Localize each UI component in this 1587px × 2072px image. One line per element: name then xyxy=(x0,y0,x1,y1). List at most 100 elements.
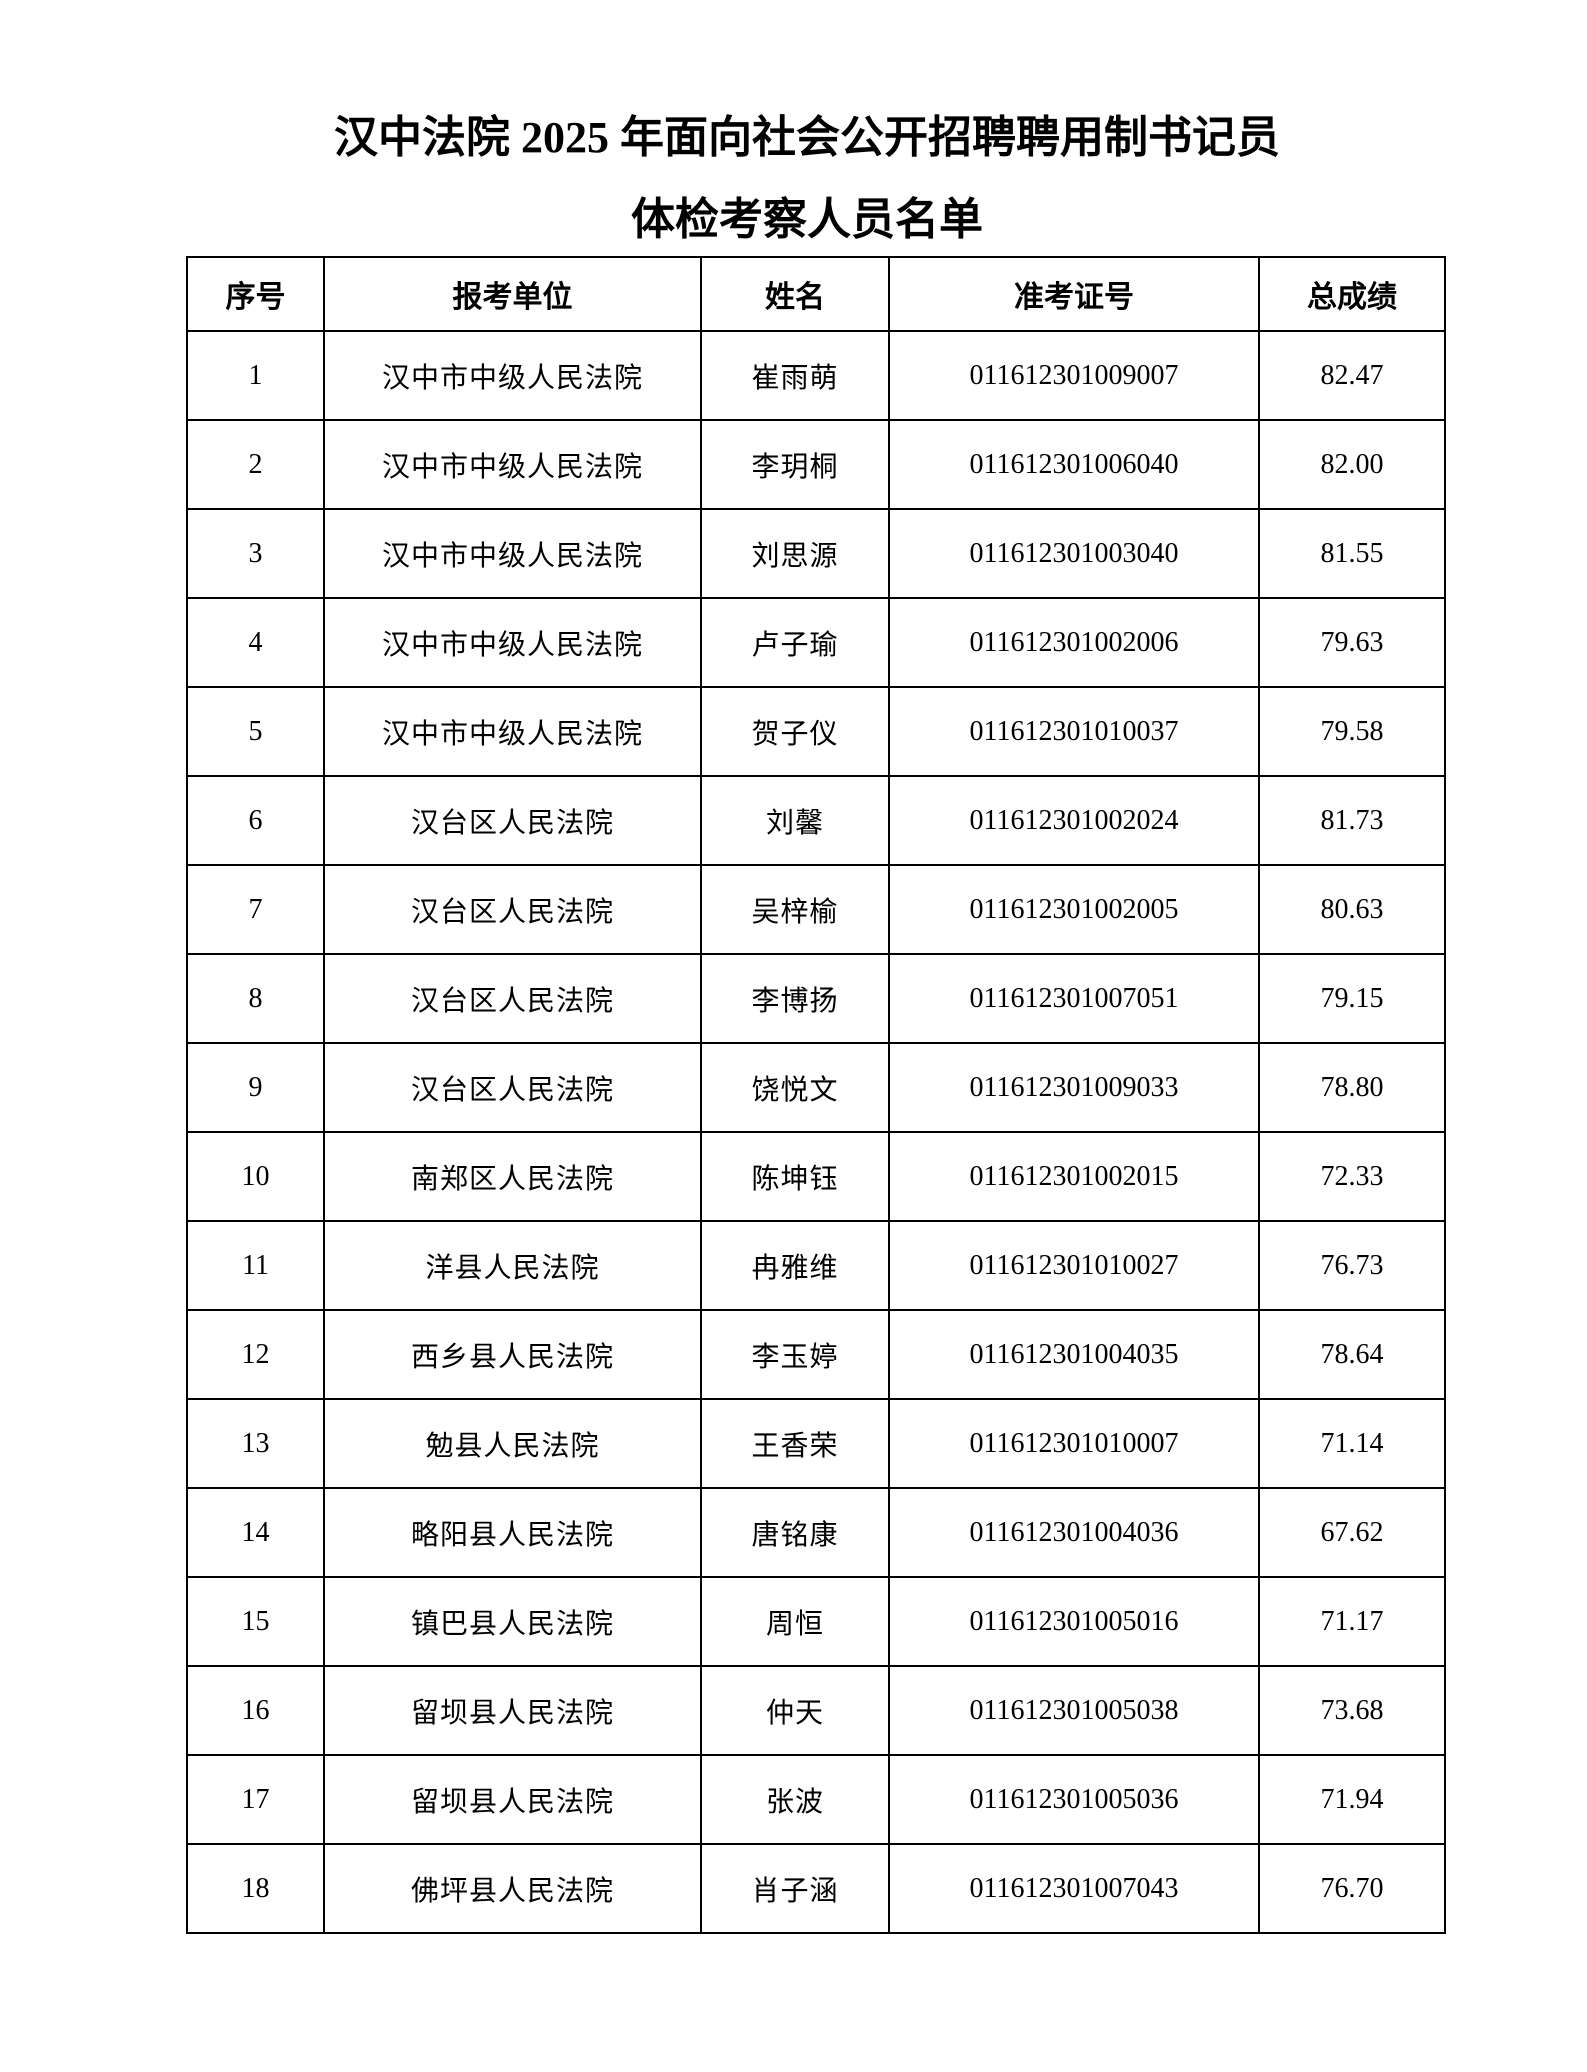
cell-unit: 略阳县人民法院 xyxy=(323,1487,702,1578)
cell-name: 饶悦文 xyxy=(700,1042,890,1133)
cell-unit: 汉中市中级人民法院 xyxy=(323,508,702,599)
cell-name: 肖子涵 xyxy=(700,1843,890,1934)
cell-name: 刘思源 xyxy=(700,508,890,599)
cell-unit: 南郑区人民法院 xyxy=(323,1131,702,1222)
cell-index: 16 xyxy=(186,1665,325,1756)
cell-index: 1 xyxy=(186,330,325,421)
cell-unit: 汉台区人民法院 xyxy=(323,864,702,955)
cell-score: 79.63 xyxy=(1258,597,1446,688)
cell-score: 76.73 xyxy=(1258,1220,1446,1311)
cell-name: 张波 xyxy=(700,1754,890,1845)
cell-name: 李博扬 xyxy=(700,953,890,1044)
header-cell-index: 序号 xyxy=(186,256,325,332)
table-row: 17 留坝县人民法院 张波 011612301005036 71.94 xyxy=(186,1754,1446,1845)
table-row: 16 留坝县人民法院 仲天 011612301005038 73.68 xyxy=(186,1665,1446,1756)
cell-unit: 汉中市中级人民法院 xyxy=(323,330,702,421)
cell-unit: 佛坪县人民法院 xyxy=(323,1843,702,1934)
cell-ticket: 011612301009007 xyxy=(888,330,1260,421)
table-row: 8 汉台区人民法院 李博扬 011612301007051 79.15 xyxy=(186,953,1446,1044)
cell-unit: 汉中市中级人民法院 xyxy=(323,597,702,688)
cell-ticket: 011612301004036 xyxy=(888,1487,1260,1578)
cell-index: 12 xyxy=(186,1309,325,1400)
cell-index: 4 xyxy=(186,597,325,688)
cell-ticket: 011612301002024 xyxy=(888,775,1260,866)
table-row: 6 汉台区人民法院 刘馨 011612301002024 81.73 xyxy=(186,775,1446,866)
cell-ticket: 011612301009033 xyxy=(888,1042,1260,1133)
table-row: 2 汉中市中级人民法院 李玥桐 011612301006040 82.00 xyxy=(186,419,1446,510)
roster-table: 序号 报考单位 姓名 准考证号 总成绩 1 汉中市中级人民法院 崔雨萌 0116… xyxy=(186,256,1446,1934)
cell-name: 吴梓榆 xyxy=(700,864,890,955)
cell-score: 73.68 xyxy=(1258,1665,1446,1756)
cell-score: 71.14 xyxy=(1258,1398,1446,1489)
header-cell-name: 姓名 xyxy=(700,256,890,332)
cell-index: 2 xyxy=(186,419,325,510)
cell-name: 李玥桐 xyxy=(700,419,890,510)
table-row: 15 镇巴县人民法院 周恒 011612301005016 71.17 xyxy=(186,1576,1446,1667)
cell-index: 3 xyxy=(186,508,325,599)
cell-score: 72.33 xyxy=(1258,1131,1446,1222)
cell-name: 仲天 xyxy=(700,1665,890,1756)
cell-unit: 勉县人民法院 xyxy=(323,1398,702,1489)
cell-name: 李玉婷 xyxy=(700,1309,890,1400)
cell-unit: 留坝县人民法院 xyxy=(323,1754,702,1845)
header-cell-unit: 报考单位 xyxy=(323,256,702,332)
cell-score: 78.80 xyxy=(1258,1042,1446,1133)
cell-score: 76.70 xyxy=(1258,1843,1446,1934)
cell-ticket: 011612301005038 xyxy=(888,1665,1260,1756)
table-row: 3 汉中市中级人民法院 刘思源 011612301003040 81.55 xyxy=(186,508,1446,599)
document-title-block: 汉中法院 2025 年面向社会公开招聘聘用制书记员 体检考察人员名单 xyxy=(170,0,1444,242)
cell-score: 71.94 xyxy=(1258,1754,1446,1845)
cell-ticket: 011612301005036 xyxy=(888,1754,1260,1845)
table-row: 13 勉县人民法院 王香荣 011612301010007 71.14 xyxy=(186,1398,1446,1489)
table-body: 1 汉中市中级人民法院 崔雨萌 011612301009007 82.47 2 … xyxy=(186,330,1446,1934)
cell-name: 王香荣 xyxy=(700,1398,890,1489)
cell-ticket: 011612301002006 xyxy=(888,597,1260,688)
cell-score: 67.62 xyxy=(1258,1487,1446,1578)
cell-unit: 西乡县人民法院 xyxy=(323,1309,702,1400)
cell-unit: 汉台区人民法院 xyxy=(323,775,702,866)
table-row: 14 略阳县人民法院 唐铭康 011612301004036 67.62 xyxy=(186,1487,1446,1578)
cell-unit: 汉台区人民法院 xyxy=(323,953,702,1044)
cell-score: 81.73 xyxy=(1258,775,1446,866)
header-cell-ticket: 准考证号 xyxy=(888,256,1260,332)
cell-unit: 汉台区人民法院 xyxy=(323,1042,702,1133)
cell-index: 14 xyxy=(186,1487,325,1578)
cell-name: 卢子瑜 xyxy=(700,597,890,688)
cell-ticket: 011612301010037 xyxy=(888,686,1260,777)
cell-name: 刘馨 xyxy=(700,775,890,866)
table-row: 11 洋县人民法院 冉雅维 011612301010027 76.73 xyxy=(186,1220,1446,1311)
cell-unit: 留坝县人民法院 xyxy=(323,1665,702,1756)
cell-index: 9 xyxy=(186,1042,325,1133)
cell-ticket: 011612301005016 xyxy=(888,1576,1260,1667)
cell-name: 陈坤钰 xyxy=(700,1131,890,1222)
cell-ticket: 011612301002015 xyxy=(888,1131,1260,1222)
cell-index: 8 xyxy=(186,953,325,1044)
table-row: 5 汉中市中级人民法院 贺子仪 011612301010037 79.58 xyxy=(186,686,1446,777)
table-header: 序号 报考单位 姓名 准考证号 总成绩 xyxy=(186,256,1446,332)
table-row: 10 南郑区人民法院 陈坤钰 011612301002015 72.33 xyxy=(186,1131,1446,1222)
cell-ticket: 011612301006040 xyxy=(888,419,1260,510)
cell-unit: 汉中市中级人民法院 xyxy=(323,686,702,777)
cell-name: 周恒 xyxy=(700,1576,890,1667)
table-row: 7 汉台区人民法院 吴梓榆 011612301002005 80.63 xyxy=(186,864,1446,955)
cell-index: 17 xyxy=(186,1754,325,1845)
cell-name: 冉雅维 xyxy=(700,1220,890,1311)
page-subtitle: 体检考察人员名单 xyxy=(631,195,983,244)
table-row: 18 佛坪县人民法院 肖子涵 011612301007043 76.70 xyxy=(186,1843,1446,1934)
cell-index: 13 xyxy=(186,1398,325,1489)
cell-score: 82.00 xyxy=(1258,419,1446,510)
cell-index: 18 xyxy=(186,1843,325,1934)
header-row: 序号 报考单位 姓名 准考证号 总成绩 xyxy=(186,256,1446,332)
cell-index: 11 xyxy=(186,1220,325,1311)
cell-ticket: 011612301007051 xyxy=(888,953,1260,1044)
cell-index: 6 xyxy=(186,775,325,866)
cell-index: 10 xyxy=(186,1131,325,1222)
cell-score: 79.15 xyxy=(1258,953,1446,1044)
cell-unit: 汉中市中级人民法院 xyxy=(323,419,702,510)
cell-name: 贺子仪 xyxy=(700,686,890,777)
cell-ticket: 011612301002005 xyxy=(888,864,1260,955)
cell-ticket: 011612301010027 xyxy=(888,1220,1260,1311)
cell-score: 81.55 xyxy=(1258,508,1446,599)
page-title: 汉中法院 2025 年面向社会公开招聘聘用制书记员 xyxy=(334,113,1280,162)
cell-index: 7 xyxy=(186,864,325,955)
